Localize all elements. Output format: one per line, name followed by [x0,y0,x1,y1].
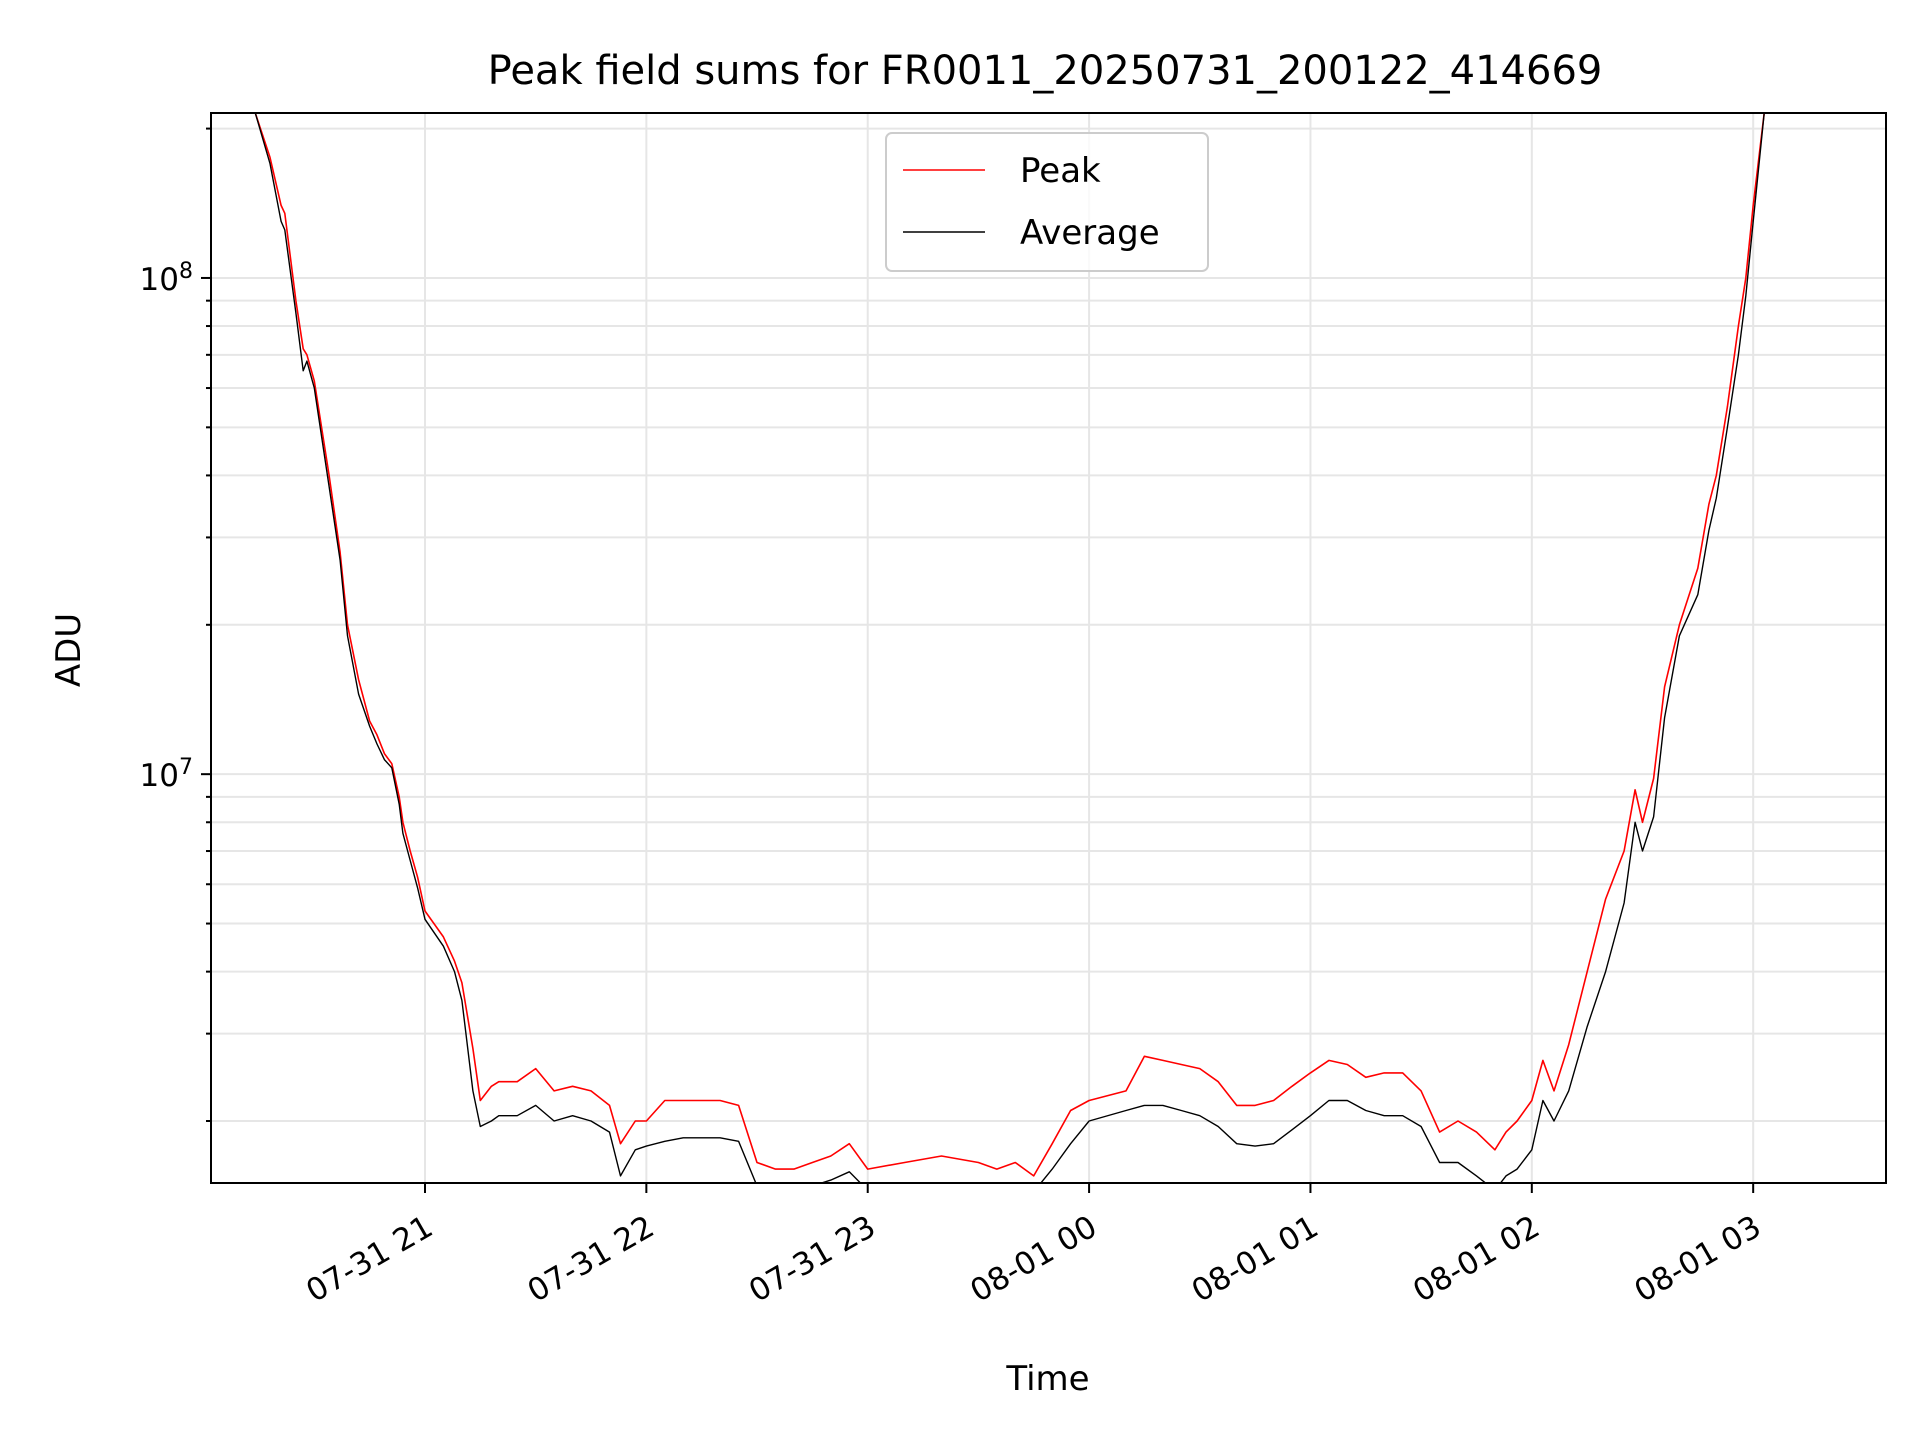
series-group [254,113,1853,1183]
y-axis-label: ADU [49,613,89,687]
x-axis-label: Time [1005,1359,1089,1399]
series-line-average [254,113,1853,1183]
y-tick-label: 108 [140,258,193,298]
legend-peak-label: Peak [1020,151,1101,191]
legend-average-label: Average [1020,213,1160,253]
grid [211,113,1886,1183]
series-line-peak [254,113,1853,1177]
chart-title: Peak field sums for FR0011_20250731_2001… [488,48,1603,94]
plot-frame [210,112,1887,1184]
y-axis: 107 108 [140,127,211,1123]
legend-box [885,132,1209,272]
y-tick-label: 107 [140,755,193,795]
legend: Peak Average [885,132,1209,272]
